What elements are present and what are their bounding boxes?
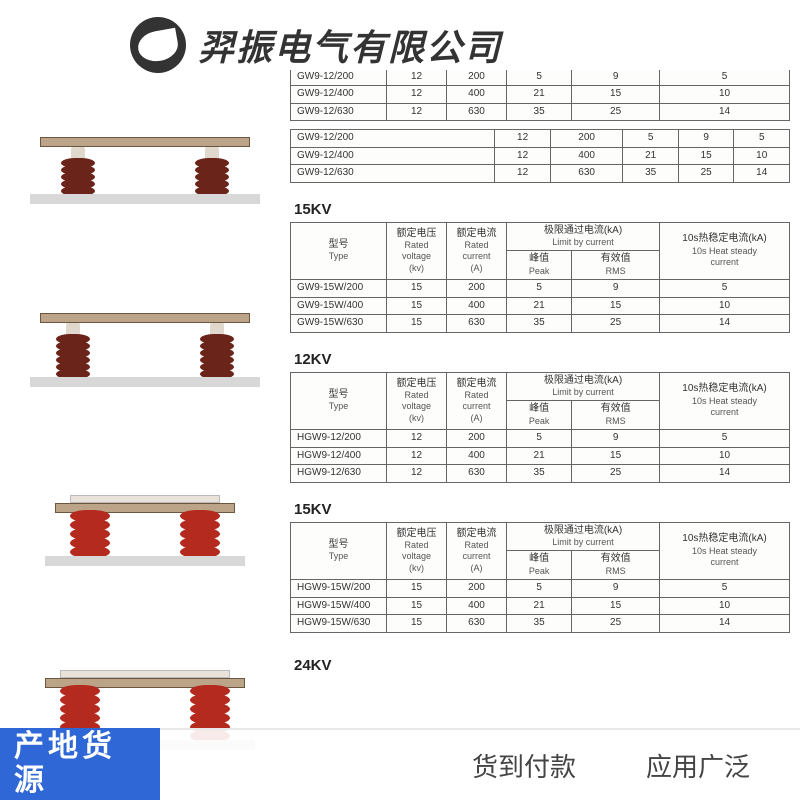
spec-tables-column: 型号Type 额定电压Ratedvoltage(kv) 额定电流Ratedcur… <box>290 70 800 800</box>
table-row: HGW9-15W/40015400211510 <box>291 597 790 615</box>
kv-title: 12KV <box>294 351 790 368</box>
table-row: HGW9-12/40012400211510 <box>291 447 790 465</box>
table-row: GW9-12/20012200595 <box>291 70 790 86</box>
table-row: GW9-15W/20015200595 <box>291 280 790 298</box>
spec-block-2: 12KV 型号Type 额定电压Ratedvoltage(kv) 额定电流Rat… <box>290 347 790 483</box>
table-row: HGW9-15W/20015200595 <box>291 580 790 598</box>
kv-title: 15KV <box>294 201 790 218</box>
table-row: GW9-15W/63015630352514 <box>291 315 790 333</box>
table-row: HGW9-15W/63015630352514 <box>291 615 790 633</box>
table-row: GW9-15W/40015400211510 <box>291 297 790 315</box>
spec-table: 型号Type 额定电压Ratedvoltage(kv) 额定电流Ratedcur… <box>290 522 790 633</box>
origin-badge: 产地货源 <box>0 728 160 800</box>
table-row: GW9-12/63012630352514 <box>291 103 790 121</box>
footer-tag-cod: 货到付款 <box>472 747 576 784</box>
footer: 产地货源 货到付款 应用广泛 <box>0 728 800 800</box>
kv-title: 15KV <box>294 501 790 518</box>
spec-table: 型号Type 额定电压Ratedvoltage(kv) 额定电流Ratedcur… <box>290 372 790 483</box>
logo-icon <box>130 17 186 73</box>
table-row: HGW9-12/20012200595 <box>291 430 790 448</box>
product-images-column <box>0 70 290 800</box>
table-row: GW9-12/20012200595 <box>291 130 790 148</box>
spec-table: 型号Type 额定电压Ratedvoltage(kv) 额定电流Ratedcur… <box>290 70 790 121</box>
table-row: GW9-12/40012400211510 <box>291 86 790 104</box>
spec-block-0: 型号Type 额定电压Ratedvoltage(kv) 额定电流Ratedcur… <box>290 70 790 183</box>
spec-table: GW9-12/20012200595 GW9-12/40012400211510… <box>290 129 790 183</box>
table-row: HGW9-12/63012630352514 <box>291 465 790 483</box>
product-hgw9-12 <box>0 440 290 620</box>
product-gw9-12 <box>0 80 290 260</box>
footer-tags: 货到付款 应用广泛 <box>160 728 800 800</box>
product-gw9-15w <box>0 260 290 440</box>
table-row: GW9-12/40012400211510 <box>291 147 790 165</box>
kv-title-cutoff: 24KV <box>294 657 790 674</box>
table-row: GW9-12/63012630352514 <box>291 165 790 183</box>
spec-block-3: 15KV 型号Type 额定电压Ratedvoltage(kv) 额定电流Rat… <box>290 497 790 633</box>
content: 型号Type 额定电压Ratedvoltage(kv) 额定电流Ratedcur… <box>0 70 800 800</box>
spec-block-1: 15KV 型号Type 额定电压Ratedvoltage(kv) 额定电流Rat… <box>290 197 790 333</box>
spec-table: 型号Type 额定电压Ratedvoltage(kv) 额定电流Ratedcur… <box>290 222 790 333</box>
company-name: 羿振电气有限公司 <box>198 19 502 71</box>
footer-tag-wide-use: 应用广泛 <box>646 747 750 784</box>
